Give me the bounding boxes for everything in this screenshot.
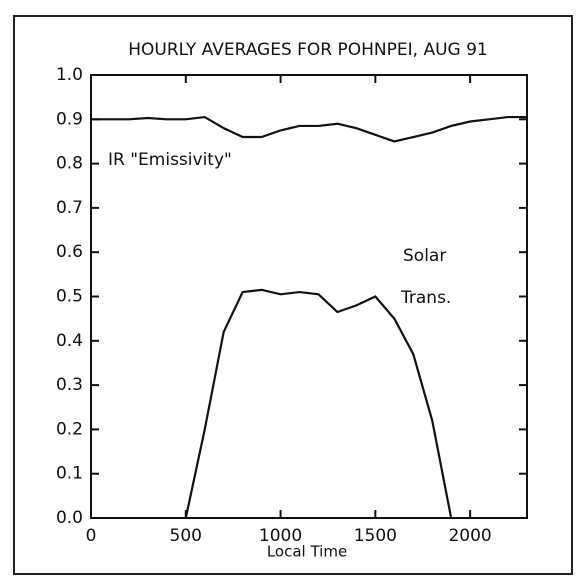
annotation: Solar [403,246,446,266]
y-tick-label: 1.0 [56,65,83,85]
frame [13,15,573,575]
y-tick-label: 0.4 [56,331,83,351]
annotation: Trans. [400,288,451,308]
x-axis-label: Local Time [267,543,347,561]
line-series [91,115,527,143]
y-tick-label: 0.3 [56,375,83,395]
line-series [184,288,453,519]
x-tick-label: 1000 [259,526,302,546]
y-tick-label: 0.6 [56,242,83,262]
y-tick-label: 0.5 [56,287,83,307]
y-tick-label: 0.8 [56,154,83,174]
x-tick-label: 2000 [448,526,491,546]
annotation: IR "Emissivity" [108,150,232,170]
y-tick-label: 0.0 [56,508,83,528]
y-tick-label: 0.9 [56,109,83,129]
x-tick-label: 0 [86,526,97,546]
y-tick-label: 0.2 [56,419,83,439]
y-tick-label: 0.1 [56,464,83,484]
y-tick-label: 0.7 [56,198,83,218]
x-tick-label: 500 [170,526,202,546]
plot-area [90,74,528,519]
chart-title: HOURLY AVERAGES FOR POHNPEI, AUG 91 [128,40,488,60]
x-tick-label: 1500 [354,526,397,546]
